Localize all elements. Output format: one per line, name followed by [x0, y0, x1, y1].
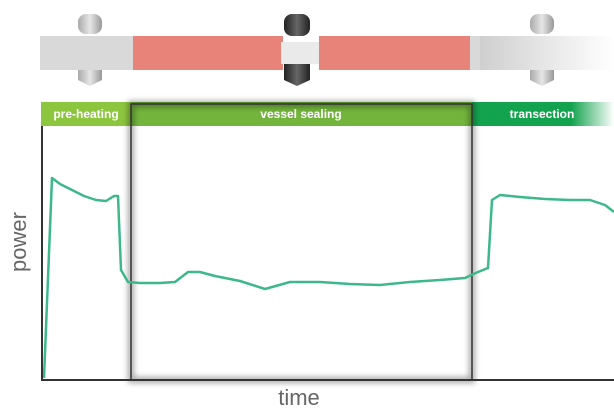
- vessel-sealed-segment-left: [133, 36, 283, 70]
- phase-bars: pre-heating vessel sealing transection: [41, 102, 614, 126]
- phase-bar-preheating: [41, 102, 131, 126]
- phase-label-transection: transection: [510, 107, 575, 121]
- power-curve-fill: [45, 180, 614, 378]
- phase-bar-transection: [472, 102, 614, 126]
- vessel-center-pinch: [281, 42, 321, 64]
- electrode-center: [284, 14, 310, 86]
- electrode-right: [530, 14, 554, 86]
- vessel-left-end: [40, 36, 135, 70]
- phase-label-preheating: pre-heating: [53, 107, 118, 121]
- vessel-illustration: [40, 36, 614, 70]
- vessel-right-end: [472, 36, 614, 70]
- x-axis-label: time: [278, 385, 320, 410]
- power-curve: [42, 176, 614, 379]
- electrode-left: [78, 14, 102, 86]
- y-axis-label: power: [6, 212, 31, 272]
- phase-label-vessel-sealing: vessel sealing: [260, 107, 341, 121]
- vessel-sealed-segment-right: [319, 36, 474, 70]
